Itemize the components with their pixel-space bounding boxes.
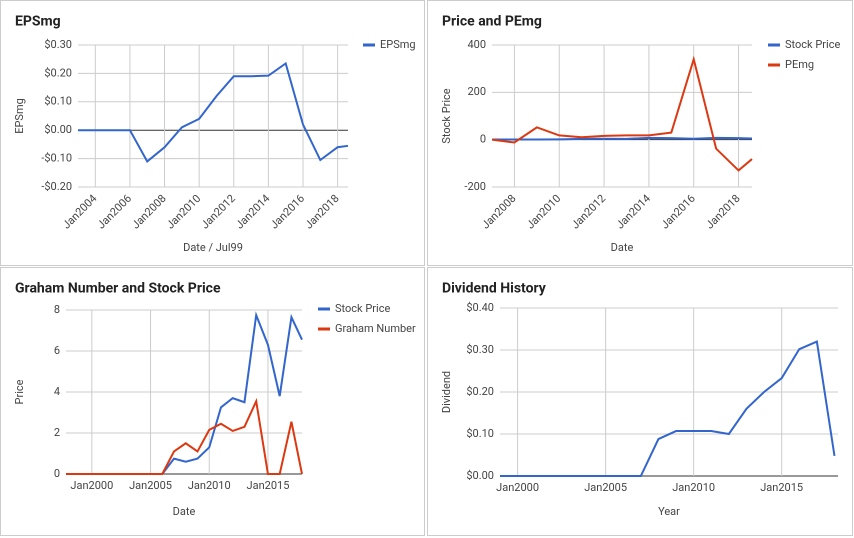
x-tick-label: Jan2015: [760, 481, 803, 494]
x-tick-label: Jan2018: [302, 192, 341, 231]
x-tick-label: Jan2012: [198, 192, 237, 231]
y-tick-label: $0.20: [466, 385, 494, 398]
chart-title: Price and PEmg: [442, 14, 542, 30]
x-tick-label: Jan2000: [496, 481, 539, 494]
x-tick-label: Jan2005: [584, 481, 627, 494]
y-tick-label: 200: [467, 85, 486, 98]
legend-label: Graham Number: [335, 322, 416, 335]
y-tick-label: 6: [54, 344, 60, 357]
y-tick-label: $0.10: [466, 427, 494, 440]
x-axis-title: Year: [658, 505, 680, 518]
y-tick-label: $0.00: [44, 123, 72, 136]
y-tick-label: 400: [467, 38, 486, 51]
x-tick-label: Jan2006: [95, 192, 134, 231]
x-tick-label: Jan2012: [569, 192, 608, 231]
x-tick-label: Jan2014: [614, 192, 653, 231]
legend-label: Stock Price: [335, 302, 390, 315]
legend-label: Stock Price: [785, 38, 840, 51]
y-tick-label: $0.10: [44, 95, 72, 108]
y-tick-label: 0: [54, 467, 60, 480]
y-tick-label: $0.30: [44, 38, 72, 51]
y-tick-label: 4: [54, 385, 60, 398]
x-tick-label: Jan2010: [164, 192, 203, 231]
y-axis-title: Stock Price: [440, 88, 453, 143]
y-tick-label: -200: [464, 180, 486, 193]
chart-title: Dividend History: [442, 281, 547, 297]
x-tick-label: Jan2010: [188, 479, 231, 492]
y-tick-label: $0.00: [466, 469, 494, 482]
x-tick-label: Jan2014: [233, 192, 272, 231]
x-tick-label: Jan2018: [703, 192, 742, 231]
line-series: [500, 340, 836, 477]
panel: [427, 0, 853, 266]
x-tick-label: Jan2016: [658, 192, 697, 231]
y-tick-label: $0.30: [466, 343, 494, 356]
x-axis-title: Date / Jul99: [183, 241, 243, 254]
line-series: [66, 397, 303, 475]
y-tick-label: $0.40: [466, 301, 494, 314]
line-series: [491, 136, 753, 141]
y-axis-title: EPSmg: [13, 98, 26, 134]
line-series: [491, 55, 753, 172]
y-axis-title: Dividend: [440, 371, 453, 413]
x-tick-label: Jan2008: [479, 192, 518, 231]
panel: [0, 267, 425, 536]
panel: [0, 0, 425, 266]
x-tick-label: Jan2010: [524, 192, 563, 231]
x-tick-label: Jan2005: [129, 479, 172, 492]
y-tick-label: 2: [54, 426, 60, 439]
line-series: [66, 311, 303, 475]
x-tick-label: Jan2016: [268, 192, 307, 231]
y-tick-label: 8: [54, 303, 60, 316]
y-tick-label: 0: [480, 133, 486, 146]
x-tick-label: Jan2000: [70, 479, 113, 492]
legend-label: PEmg: [785, 58, 814, 71]
y-tick-label: $0.20: [44, 66, 72, 79]
line-series: [78, 61, 349, 163]
x-axis-title: Date: [611, 241, 634, 254]
y-tick-label: -$0.10: [41, 152, 72, 165]
y-axis-title: Price: [13, 379, 26, 404]
x-axis-title: Date: [173, 505, 196, 518]
y-tick-label: -$0.20: [41, 180, 72, 193]
x-tick-label: Jan2015: [247, 479, 290, 492]
x-tick-label: Jan2010: [672, 481, 715, 494]
chart-title: Graham Number and Stock Price: [15, 281, 221, 297]
x-tick-label: Jan2008: [129, 192, 168, 231]
panel: [427, 267, 853, 536]
chart-title: EPSmg: [15, 14, 61, 30]
legend-label: EPSmg: [380, 38, 416, 51]
x-tick-label: Jan2004: [60, 192, 99, 231]
